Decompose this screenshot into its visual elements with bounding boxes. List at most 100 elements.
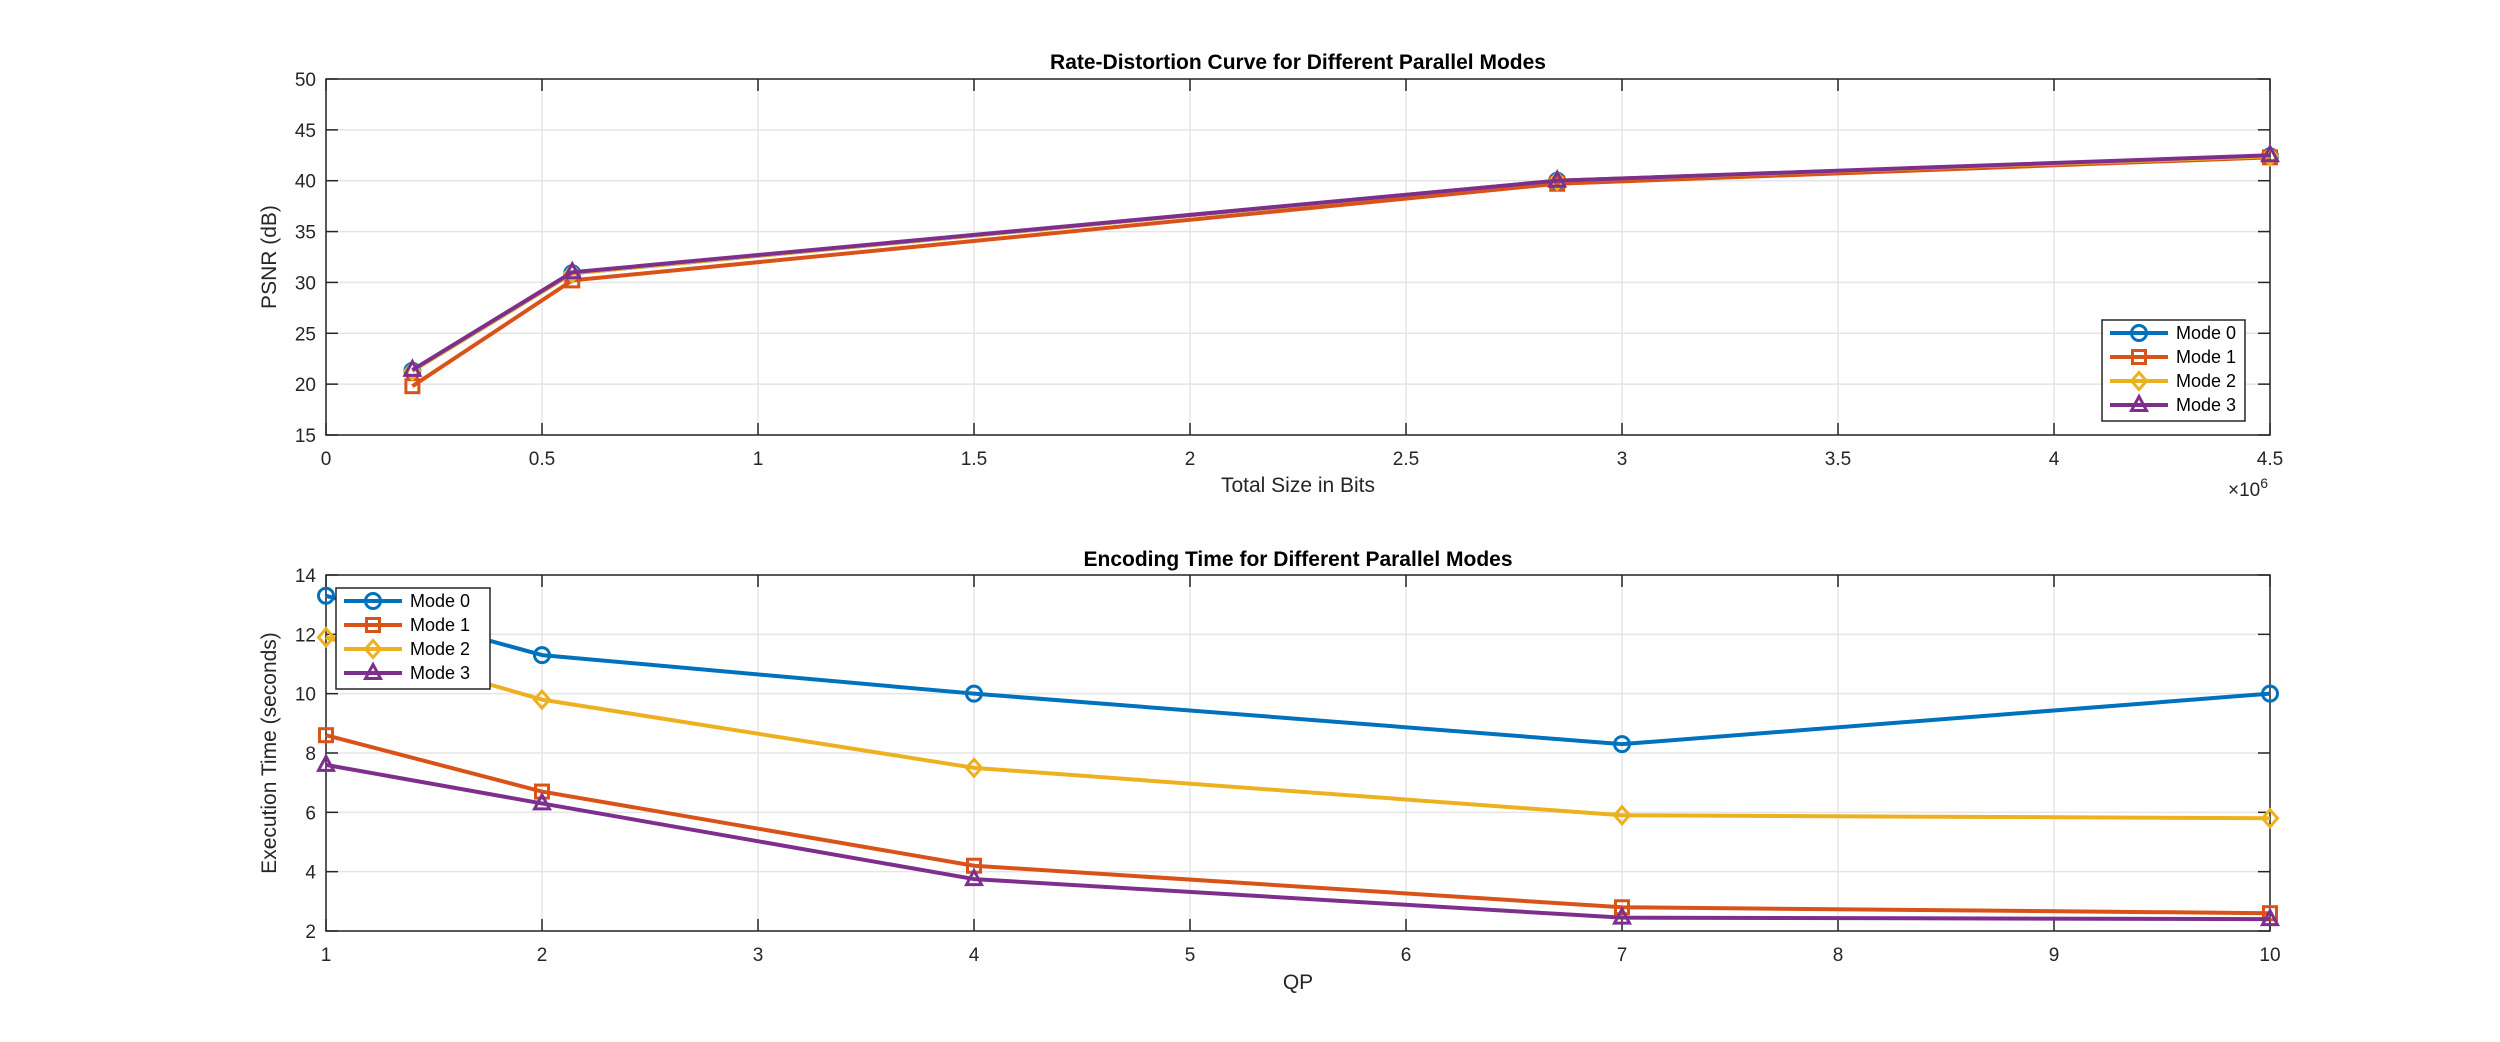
data-point-marker [531, 791, 553, 811]
legend-label: Mode 3 [410, 663, 470, 683]
data-point-marker [532, 688, 552, 711]
exponent-power: 6 [2260, 475, 2268, 491]
legend-item-mode-2[interactable]: Mode 2 [344, 638, 470, 660]
x-tick-label: 1 [753, 449, 764, 470]
x-tick-label: 3 [753, 945, 764, 966]
x-tick-label: 9 [2049, 945, 2060, 966]
y-tick-label: 12 [295, 625, 316, 646]
y-axis-label: PSNR (dB) [258, 205, 281, 309]
y-tick-label: 35 [295, 223, 316, 244]
series-line [411, 155, 2271, 388]
y-axis-label: Execution Time (seconds) [258, 632, 281, 874]
data-point-marker [318, 727, 334, 744]
x-tick-label: 2.5 [1393, 449, 1419, 470]
legend-label: Mode 1 [2176, 347, 2236, 367]
x-tick-label: 7 [1617, 945, 1628, 966]
x-tick-label: 0.5 [529, 449, 555, 470]
legend-item-mode-0[interactable]: Mode 0 [344, 591, 470, 611]
chart-title: Rate-Distortion Curve for Different Para… [1050, 51, 1546, 74]
y-tick-label: 40 [295, 172, 316, 193]
legend-item-mode-3[interactable]: Mode 3 [2110, 393, 2236, 415]
chart-title: Encoding Time for Different Parallel Mod… [1083, 548, 1512, 571]
y-tick-label: 2 [305, 922, 316, 943]
ticks: 0 0.5 1 1.5 2 2.5 3 3.5 4 4.5 15 20 25 30 35 40 45 50 [295, 70, 2283, 470]
x-axis-label: Total Size in Bits [1221, 474, 1375, 497]
y-tick-label: 20 [295, 375, 316, 396]
x-tick-label: 1 [321, 945, 332, 966]
data-point-marker [2259, 143, 2281, 163]
x-axis-exponent: ×106 [2228, 475, 2268, 501]
data-point-marker [1547, 169, 1567, 192]
series-line [325, 762, 2271, 922]
exponent-base: ×10 [2228, 480, 2260, 501]
x-tick-label: 4.5 [2257, 449, 2283, 470]
x-tick-label: 1.5 [961, 449, 987, 470]
legend-label: Mode 2 [2176, 371, 2236, 391]
data-point-marker [1613, 735, 1631, 754]
y-tick-label: 4 [305, 863, 316, 884]
legend[interactable]: Mode 0 Mode 1 Mode 2 Mode 3 [335, 587, 491, 690]
legend-marker [362, 661, 384, 680]
data-point-marker [317, 586, 335, 605]
series-mode-3 [402, 143, 2281, 377]
y-tick-label: 15 [295, 426, 316, 447]
x-tick-label: 0 [321, 449, 332, 470]
data-point-marker [2260, 807, 2280, 830]
data-point-marker [963, 867, 985, 887]
axes-frame [325, 78, 2271, 436]
x-tick-label: 10 [2259, 945, 2280, 966]
y-tick-label: 14 [295, 566, 317, 587]
data-point-marker [1614, 899, 1630, 916]
data-point-marker [562, 260, 583, 280]
data-point-marker [316, 626, 336, 649]
data-point-marker [1612, 804, 1632, 827]
data-point-marker [2262, 905, 2278, 922]
y-tick-label: 6 [305, 803, 316, 824]
data-point-marker [964, 757, 984, 779]
legend-label: Mode 2 [410, 639, 470, 659]
legend-label: Mode 0 [410, 591, 470, 611]
rate-distortion-chart: 0 0.5 1 1.5 2 2.5 3 3.5 4 4.5 15 20 25 30 35 40 45 50 Rat… [258, 51, 2283, 501]
y-tick-label: 45 [295, 121, 316, 142]
data-point-marker [315, 753, 337, 772]
series-line [411, 153, 2271, 372]
legend-marker [365, 617, 381, 633]
y-tick-label: 50 [295, 70, 316, 91]
data-point-marker [2259, 907, 2281, 927]
x-tick-label: 8 [1833, 945, 1844, 966]
plot-area [326, 79, 2270, 435]
legend-item-mode-1[interactable]: Mode 1 [344, 615, 470, 635]
legend-item-mode-1[interactable]: Mode 1 [2110, 347, 2236, 367]
x-tick-label: 2 [537, 945, 548, 966]
series-layer [402, 143, 2281, 395]
x-tick-label: 3 [1617, 449, 1628, 470]
legend-item-mode-3[interactable]: Mode 3 [344, 661, 470, 683]
legend-marker [2129, 370, 2149, 392]
data-point-marker [533, 646, 551, 665]
data-point-marker [1611, 905, 1633, 925]
legend[interactable]: Mode 0 Mode 1 Mode 2 Mode 3 [2101, 319, 2246, 422]
x-tick-label: 3.5 [1825, 449, 1851, 470]
series-line [325, 733, 2271, 916]
x-tick-label: 4 [969, 945, 980, 966]
x-axis-label: QP [1283, 971, 1313, 994]
legend-marker [363, 638, 383, 660]
y-tick-label: 8 [305, 744, 316, 765]
legend-label: Mode 3 [2176, 395, 2236, 415]
legend-marker [2131, 349, 2147, 365]
legend-item-mode-0[interactable]: Mode 0 [2110, 323, 2236, 343]
x-tick-label: 5 [1185, 945, 1196, 966]
legend-label: Mode 0 [2176, 323, 2236, 343]
data-point-marker [2261, 684, 2279, 703]
legend-marker [2128, 393, 2150, 412]
x-tick-label: 2 [1185, 449, 1196, 470]
legend-marker [364, 592, 382, 610]
legend-item-mode-2[interactable]: Mode 2 [2110, 370, 2236, 392]
y-tick-label: 25 [295, 324, 316, 345]
data-point-marker [402, 358, 423, 377]
legend-marker [2130, 324, 2148, 342]
series-mode-3 [315, 753, 2281, 927]
data-point-marker [1547, 169, 1568, 188]
